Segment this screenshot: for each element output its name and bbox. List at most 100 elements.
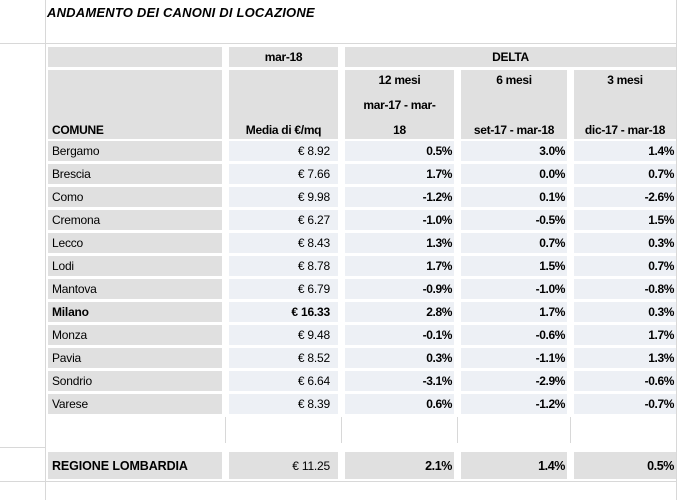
cell-media: € 8.78 (229, 256, 338, 276)
cell-delta-12: 0.6% (345, 394, 454, 414)
cell-delta-6-total: 1.4% (461, 452, 567, 479)
cell-comune: Mantova (48, 279, 222, 299)
table-row: Bergamo € 8.92 0.5% 3.0% 1.4% (48, 141, 676, 161)
cell-delta-3: -0.8% (574, 279, 676, 299)
cell-comune: Lecco (48, 233, 222, 253)
cell-media-total: € 11.25 (229, 452, 338, 479)
header-line: 12 mesi (378, 73, 421, 87)
cell-comune: Monza (48, 325, 222, 345)
table-header-row-1: mar-18 DELTA (48, 47, 676, 67)
cell-delta-3: 1.5% (574, 210, 676, 230)
header-cell-media: Media di €/mq (229, 70, 338, 139)
cell-delta-12: -0.9% (345, 279, 454, 299)
total-row: REGIONE LOMBARDIA € 11.25 2.1% 1.4% 0.5% (48, 452, 676, 479)
cell-delta-3: -2.6% (574, 187, 676, 207)
table-row: Cremona € 6.27 -1.0% -0.5% 1.5% (48, 210, 676, 230)
cell-comune: Pavia (48, 348, 222, 368)
gridline (0, 447, 45, 448)
table-row: Varese € 8.39 0.6% -1.2% -0.7% (48, 394, 676, 414)
cell-delta-3: 0.3% (574, 233, 676, 253)
table-row: Como € 9.98 -1.2% 0.1% -2.6% (48, 187, 676, 207)
cell-delta-3: 1.3% (574, 348, 676, 368)
cell-delta-12: 1.3% (345, 233, 454, 253)
header-line: mar-17 - mar- (363, 98, 436, 112)
cell-comune-total: REGIONE LOMBARDIA (48, 452, 222, 479)
cell-delta-6: 1.7% (461, 302, 567, 322)
cell-comune: Milano (48, 302, 222, 322)
cell-delta-6: -2.9% (461, 371, 567, 391)
cell-delta-3: 0.7% (574, 164, 676, 184)
header-line: 18 (393, 123, 406, 137)
empty-row (48, 417, 676, 443)
cell-comune: Lodi (48, 256, 222, 276)
gridline (341, 417, 342, 443)
cell-delta-6: 3.0% (461, 141, 567, 161)
cell-comune: Sondrio (48, 371, 222, 391)
header-line: dic-17 - mar-18 (584, 123, 666, 137)
cell-delta-12: 0.3% (345, 348, 454, 368)
cell-delta-12: 1.7% (345, 256, 454, 276)
cell-comune: Bergamo (48, 141, 222, 161)
cell-delta-12: -1.2% (345, 187, 454, 207)
cell-media: € 8.92 (229, 141, 338, 161)
cell-media: € 6.27 (229, 210, 338, 230)
cell-delta-12: 1.7% (345, 164, 454, 184)
table-row: Brescia € 7.66 1.7% 0.0% 0.7% (48, 164, 676, 184)
header-cell-period: mar-18 (229, 47, 338, 67)
cell-delta-3: 0.7% (574, 256, 676, 276)
table-row: Pavia € 8.52 0.3% -1.1% 1.3% (48, 348, 676, 368)
cell-media: € 9.98 (229, 187, 338, 207)
header-cell-delta-12: 12 mesi mar-17 - mar- 18 (345, 70, 454, 139)
cell-delta-3: -0.7% (574, 394, 676, 414)
cell-media: € 9.48 (229, 325, 338, 345)
cell-media: € 8.52 (229, 348, 338, 368)
cell-delta-12: -3.1% (345, 371, 454, 391)
gridline (570, 417, 571, 443)
gridline (0, 43, 677, 44)
cell-media: € 8.43 (229, 233, 338, 253)
gridline (45, 0, 46, 500)
header-cell-empty (48, 47, 222, 67)
header-line: 6 mesi (496, 73, 532, 87)
cell-media: € 8.39 (229, 394, 338, 414)
cell-comune: Como (48, 187, 222, 207)
table-row: Mantova € 6.79 -0.9% -1.0% -0.8% (48, 279, 676, 299)
cell-delta-3-total: 0.5% (574, 452, 676, 479)
cell-delta-3: 1.7% (574, 325, 676, 345)
cell-delta-12: 2.8% (345, 302, 454, 322)
cell-delta-6: 1.5% (461, 256, 567, 276)
table-row: Lecco € 8.43 1.3% 0.7% 0.3% (48, 233, 676, 253)
cell-delta-3: 0.3% (574, 302, 676, 322)
cell-delta-6: 0.1% (461, 187, 567, 207)
cell-comune: Varese (48, 394, 222, 414)
cell-comune: Cremona (48, 210, 222, 230)
cell-delta-6: 0.0% (461, 164, 567, 184)
header-line: 3 mesi (607, 73, 643, 87)
cell-delta-6: -1.0% (461, 279, 567, 299)
cell-media: € 7.66 (229, 164, 338, 184)
cell-delta-6: -0.6% (461, 325, 567, 345)
gridline (0, 481, 677, 482)
cell-delta-12: -1.0% (345, 210, 454, 230)
cell-media: € 6.79 (229, 279, 338, 299)
table-header-row-2: COMUNE Media di €/mq 12 mesi mar-17 - ma… (48, 70, 676, 139)
cell-delta-12: 0.5% (345, 141, 454, 161)
gridline (676, 0, 677, 500)
table-row: Milano € 16.33 2.8% 1.7% 0.3% (48, 302, 676, 322)
header-cell-delta: DELTA (345, 47, 676, 67)
header-line: set-17 - mar-18 (473, 123, 555, 137)
gridline (457, 417, 458, 443)
table-row: Monza € 9.48 -0.1% -0.6% 1.7% (48, 325, 676, 345)
cell-media: € 6.64 (229, 371, 338, 391)
header-cell-delta-3: 3 mesi dic-17 - mar-18 (574, 70, 676, 139)
cell-media: € 16.33 (229, 302, 338, 322)
cell-delta-3: -0.6% (574, 371, 676, 391)
table-row: Sondrio € 6.64 -3.1% -2.9% -0.6% (48, 371, 676, 391)
cell-comune: Brescia (48, 164, 222, 184)
gridline (225, 417, 226, 443)
rents-table: mar-18 DELTA COMUNE Media di €/mq 12 mes… (48, 47, 676, 479)
page-title: ANDAMENTO DEI CANONI DI LOCAZIONE (47, 5, 315, 20)
header-cell-delta-6: 6 mesi set-17 - mar-18 (461, 70, 567, 139)
table-row: Lodi € 8.78 1.7% 1.5% 0.7% (48, 256, 676, 276)
